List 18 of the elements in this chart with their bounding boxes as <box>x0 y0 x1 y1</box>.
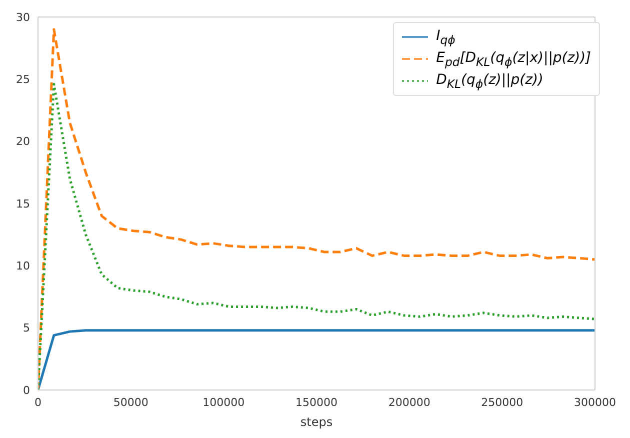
x-tick-label: 300000 <box>574 396 616 409</box>
y-tick-label: 25 <box>16 73 30 86</box>
y-tick-label: 0 <box>23 384 30 397</box>
x-tick-label: 100000 <box>202 396 245 409</box>
x-tick-label: 200000 <box>388 396 430 409</box>
x-axis-title: steps <box>300 415 333 429</box>
y-tick-label: 30 <box>16 10 30 24</box>
y-tick-label: 15 <box>16 197 30 210</box>
y-tick-label: 5 <box>23 322 30 335</box>
x-tick-label: 0 <box>34 396 42 409</box>
legend-label: E$_{pd}$[D$_{KL}$(q$_{ϕ}$(z|x)||p(z))] <box>436 50 591 68</box>
x-tick-label: 50000 <box>113 396 148 409</box>
y-tick-label: 20 <box>16 135 30 148</box>
x-tick-label: 250000 <box>481 396 524 409</box>
x-tick-label: 150000 <box>296 396 338 409</box>
y-tick-label: 10 <box>16 260 30 273</box>
legend-label: D$_{KL}$(q$_{ϕ}$(z)||p(z)) <box>436 72 544 90</box>
legend-label: I$_{qϕ}$ <box>436 28 456 46</box>
